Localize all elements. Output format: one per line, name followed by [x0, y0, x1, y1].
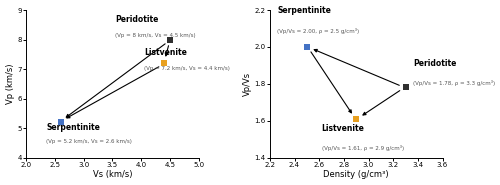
Text: Serpentinite: Serpentinite: [46, 122, 100, 132]
Text: Peridotite: Peridotite: [413, 59, 457, 68]
Text: (Vp = 8 km/s, Vs = 4.5 km/s): (Vp = 8 km/s, Vs = 4.5 km/s): [115, 33, 196, 38]
Text: (Vp/Vs = 1.78, ρ = 3.3 g/cm³): (Vp/Vs = 1.78, ρ = 3.3 g/cm³): [413, 80, 495, 86]
Text: Peridotite: Peridotite: [115, 15, 158, 24]
Text: (Vp = 7.2 km/s, Vs = 4.4 km/s): (Vp = 7.2 km/s, Vs = 4.4 km/s): [144, 65, 230, 70]
Text: (Vp/Vs = 2.00, ρ = 2.5 g/cm³): (Vp/Vs = 2.00, ρ = 2.5 g/cm³): [277, 28, 359, 34]
Text: Serpentinite: Serpentinite: [277, 6, 331, 15]
Text: (Vp/Vs = 1.61, ρ = 2.9 g/cm³): (Vp/Vs = 1.61, ρ = 2.9 g/cm³): [322, 145, 404, 151]
Text: (Vp = 5.2 km/s, Vs = 2.6 km/s): (Vp = 5.2 km/s, Vs = 2.6 km/s): [46, 139, 132, 144]
X-axis label: Vs (km/s): Vs (km/s): [92, 170, 132, 179]
Text: Listvenite: Listvenite: [144, 48, 187, 57]
Text: Listvenite: Listvenite: [322, 124, 364, 133]
Y-axis label: Vp (km/s): Vp (km/s): [6, 64, 15, 104]
Y-axis label: Vp/Vs: Vp/Vs: [242, 72, 252, 96]
X-axis label: Density (g/cm³): Density (g/cm³): [324, 170, 389, 179]
